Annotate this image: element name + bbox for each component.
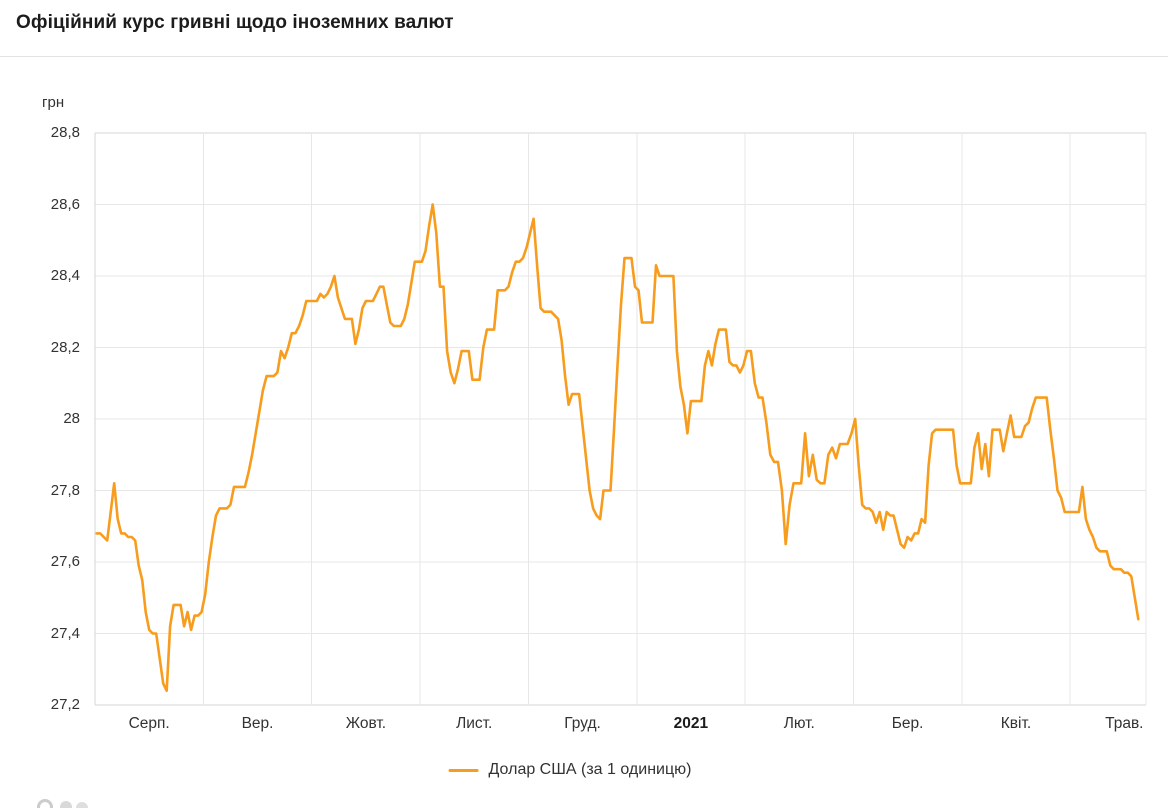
x-tick-label-5: Груд. xyxy=(564,715,601,732)
legend-line-swatch xyxy=(448,768,479,772)
x-tick-label-8: Бер. xyxy=(891,715,924,732)
y-tick-label: 27,6 xyxy=(50,553,80,570)
logo-ring-icon xyxy=(37,799,53,808)
y-tick-label: 28,6 xyxy=(50,195,80,213)
chart-vendor-logo[interactable] xyxy=(35,797,97,808)
x-tick-label-7: Лют. xyxy=(783,715,815,732)
x-tick-label-2: Вер. xyxy=(241,715,274,732)
y-tick-label: 27,2 xyxy=(50,696,80,713)
page-title: Офіційний курс гривні щодо іноземних вал… xyxy=(16,12,454,33)
y-axis-unit-label: грн xyxy=(42,94,65,111)
y-tick-label: 28,4 xyxy=(50,267,80,284)
x-tick-label-3: Жовт. xyxy=(345,715,387,732)
legend-item-usd[interactable]: Долар США (за 1 одиницю) xyxy=(448,761,692,779)
y-tick-label: 28 xyxy=(63,410,80,427)
x-tick-label-6: 2021 xyxy=(673,715,709,732)
usd-rate-line xyxy=(95,203,1140,693)
logo-dot-icon xyxy=(76,802,88,808)
grid-lines xyxy=(94,132,1147,706)
plot-area[interactable] xyxy=(95,133,1146,705)
x-tick-label-1: Серп. xyxy=(128,715,170,732)
legend-label: Долар США (за 1 одиницю) xyxy=(488,761,692,778)
x-tick-label-9: Квіт. xyxy=(1000,715,1032,732)
x-tick-label-4: Лист. xyxy=(456,715,493,732)
y-tick-label: 27,4 xyxy=(50,624,80,642)
y-tick-label: 28,2 xyxy=(50,338,80,356)
y-tick-label: 28,8 xyxy=(50,124,80,141)
x-tick-label-10: Трав. xyxy=(1105,715,1144,732)
header-divider xyxy=(0,56,1168,57)
logo-dot-icon xyxy=(60,801,72,808)
y-tick-label: 27,8 xyxy=(50,481,80,499)
